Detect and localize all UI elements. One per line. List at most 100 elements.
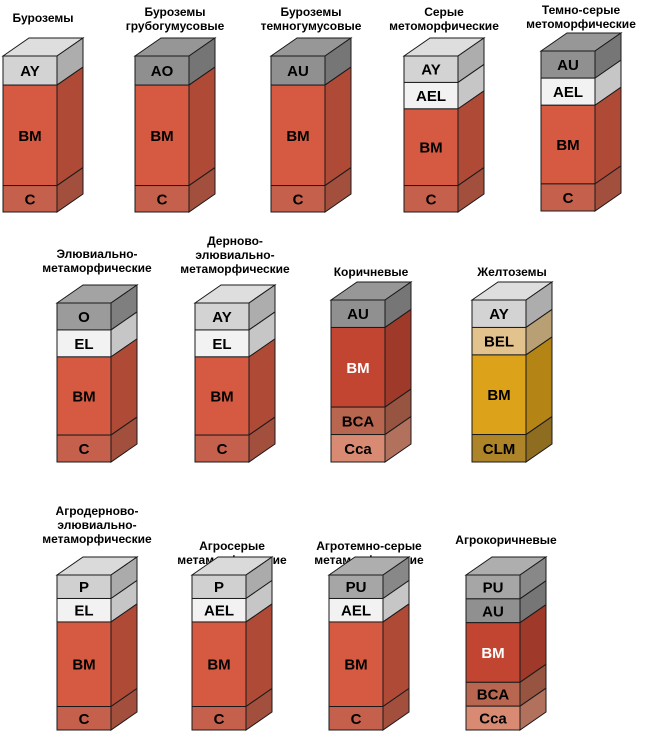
horizon-front-face bbox=[191, 706, 247, 731]
horizon-au: AU bbox=[269, 37, 353, 87]
horizon-ael: AEL bbox=[403, 63, 485, 110]
soil-profile-agrotemno-serye-metamorficheskie: Агротемно-серыеметаморфическиеPUAELBMC bbox=[314, 539, 424, 731]
horizon-front-face bbox=[471, 354, 527, 436]
horizon-front-face bbox=[540, 183, 596, 212]
horizon-el: EL bbox=[56, 579, 138, 623]
horizon-cca: Cca bbox=[330, 415, 412, 463]
soil-profile-serye-metomorficheskie: Серые метоморфические AY AEL BM C bbox=[389, 5, 499, 213]
soil-profile-temno-serye-metomorficheskie: Темно-серые метоморфические AU AEL BM C bbox=[526, 3, 636, 212]
horizon-front-face bbox=[330, 326, 386, 408]
horizon-label: BCA bbox=[477, 687, 510, 704]
horizon-label: PU bbox=[483, 579, 504, 596]
horizon-label: Cca bbox=[479, 711, 507, 728]
horizon-label: AEL bbox=[204, 603, 234, 620]
horizon-bm: BM bbox=[134, 66, 216, 187]
horizon-label: EL bbox=[74, 336, 93, 353]
horizon-front-face bbox=[56, 329, 112, 358]
horizon-label: AY bbox=[212, 309, 231, 326]
profile-title: Темно-серые метоморфические bbox=[526, 3, 636, 31]
horizon-bm: BM bbox=[403, 89, 485, 187]
horizon-side-face bbox=[324, 66, 352, 187]
horizon-front-face bbox=[56, 621, 112, 708]
soil-profile-dernovo-elyuvialno-metamorficheskie: Дерново-элювиально-метаморфические AY EL BM… bbox=[180, 234, 290, 463]
horizon-front-face bbox=[194, 329, 250, 358]
soil-profile-elyuvialno-metamorficheskie: Элювиально-метаморфические O EL BM C bbox=[42, 247, 152, 463]
soil-profile-agroserye-metamorficheskie: АгросерыеметаморфическиеPAELBMC bbox=[177, 539, 287, 731]
profile-title: Агрокоричневые bbox=[455, 533, 557, 547]
horizon-front-face bbox=[194, 356, 250, 436]
horizon-p: P bbox=[55, 556, 139, 600]
horizon-front-face bbox=[403, 185, 459, 213]
horizon-front-face bbox=[471, 299, 527, 328]
horizon-label: Cca bbox=[344, 441, 372, 458]
horizon-ay: AY bbox=[470, 281, 554, 329]
horizon-c: C bbox=[191, 687, 273, 731]
horizon-bm: BM bbox=[328, 603, 410, 708]
horizon-front-face bbox=[191, 621, 247, 708]
horizon-c: C bbox=[328, 687, 410, 731]
horizon-label: BM bbox=[286, 128, 309, 145]
horizon-front-face bbox=[2, 55, 58, 86]
horizon-bm: BM bbox=[56, 337, 138, 437]
horizon-au: AU bbox=[329, 281, 413, 329]
horizon-front-face bbox=[328, 706, 384, 731]
horizon-front-face bbox=[403, 108, 459, 187]
horizon-label: EL bbox=[74, 603, 93, 620]
horizon-label: C bbox=[563, 190, 574, 207]
horizon-bca: BCA bbox=[330, 388, 412, 436]
horizon-front-face bbox=[134, 185, 190, 213]
horizon-label: AO bbox=[151, 63, 174, 80]
horizon-bm: BM bbox=[465, 603, 547, 684]
horizon-front-face bbox=[403, 55, 459, 83]
profile-title: Коричневые bbox=[334, 265, 409, 279]
horizon-p: P bbox=[190, 556, 274, 600]
horizon-el: EL bbox=[194, 310, 276, 358]
horizon-label: C bbox=[157, 191, 168, 208]
horizon-label: AEL bbox=[341, 603, 371, 620]
horizon-front-face bbox=[328, 621, 384, 708]
horizon-c: C bbox=[270, 166, 352, 213]
horizon-label: BM bbox=[72, 388, 95, 405]
horizon-label: BM bbox=[481, 645, 504, 662]
horizon-label: BM bbox=[207, 657, 230, 674]
horizon-label: C bbox=[293, 191, 304, 208]
horizon-side-face bbox=[188, 66, 216, 187]
horizon-ay: AY bbox=[1, 37, 85, 87]
horizon-bm: BM bbox=[194, 337, 276, 437]
horizon-front-face bbox=[2, 84, 58, 187]
horizon-c: C bbox=[403, 166, 485, 213]
horizon-clm: CLM bbox=[471, 415, 553, 463]
horizon-label: P bbox=[214, 579, 224, 596]
soil-profile-burozemy-temnogumusovye: Буроземы темногумусовые AU BM C bbox=[261, 5, 362, 213]
horizon-front-face bbox=[330, 299, 386, 328]
horizon-front-face bbox=[330, 406, 386, 436]
profile-title: Агродерново-элювиально-метаморфические bbox=[42, 504, 152, 546]
horizon-front-face bbox=[540, 104, 596, 185]
horizon-front-face bbox=[56, 434, 112, 463]
horizon-front-face bbox=[194, 434, 250, 463]
horizon-label: C bbox=[79, 711, 90, 728]
horizon-front-face bbox=[403, 81, 459, 110]
soil-profile-burozemy-grubogumusovye: Буроземы грубогумусовые AO BM C bbox=[126, 5, 225, 213]
horizon-bm: BM bbox=[270, 66, 352, 187]
horizon-front-face bbox=[330, 434, 386, 463]
horizon-label: AU bbox=[482, 603, 504, 620]
horizon-label: C bbox=[217, 441, 228, 458]
profile-title: Буроземы bbox=[13, 11, 74, 25]
horizon-front-face bbox=[270, 185, 326, 213]
horizon-label: AY bbox=[421, 62, 440, 79]
horizon-label: AY bbox=[20, 63, 39, 80]
horizon-ay: AY bbox=[402, 37, 486, 84]
horizon-side-face bbox=[56, 66, 84, 187]
horizon-front-face bbox=[465, 705, 521, 731]
soil-profile-korichnevye: Коричневые AU BM BCA Cca bbox=[329, 265, 413, 463]
horizon-ay: AY bbox=[193, 284, 277, 331]
horizon-label: CLM bbox=[483, 441, 516, 458]
horizon-label: AU bbox=[287, 63, 309, 80]
horizon-front-face bbox=[471, 434, 527, 463]
profile-title: Элювиально-метаморфические bbox=[42, 247, 152, 275]
horizon-c: C bbox=[56, 687, 138, 731]
profile-title: Желтоземы bbox=[476, 265, 546, 279]
horizon-label: C bbox=[214, 711, 225, 728]
